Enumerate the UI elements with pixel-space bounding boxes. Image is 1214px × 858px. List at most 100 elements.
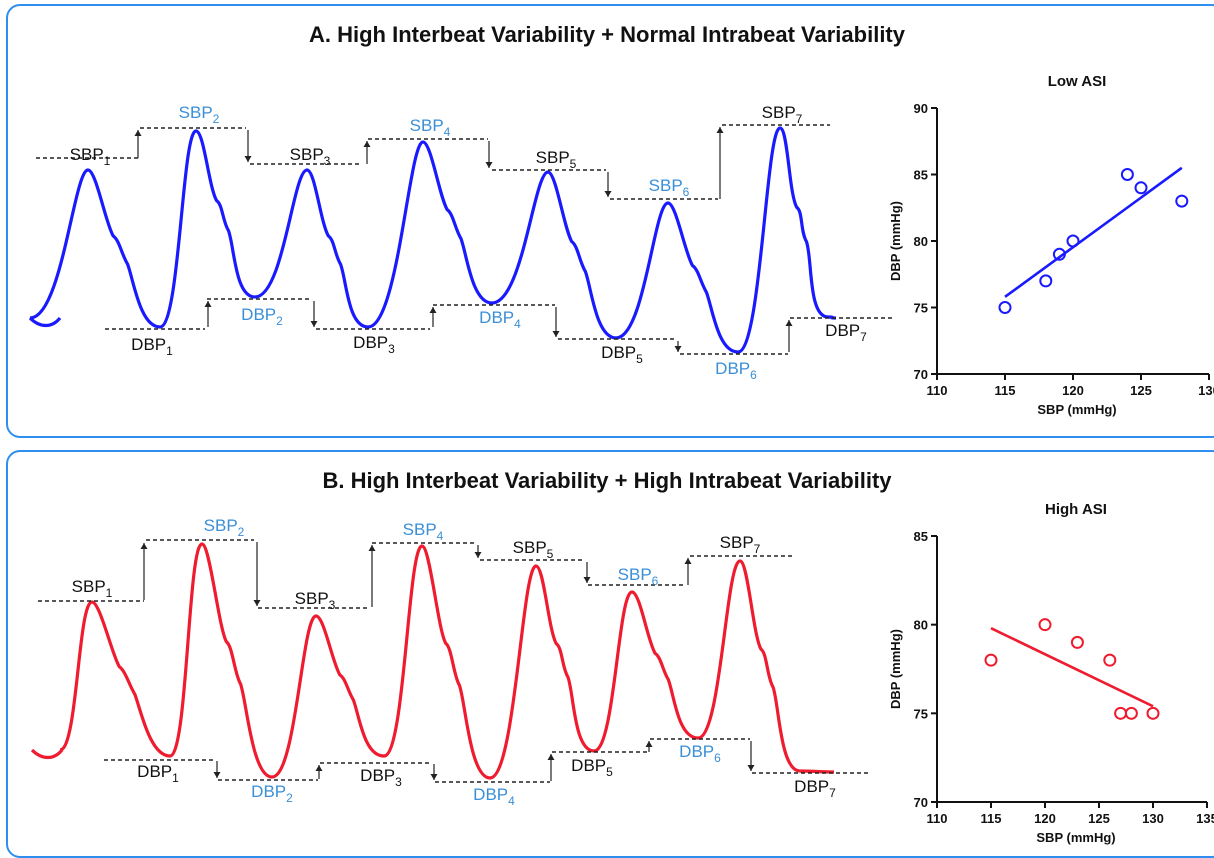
scatter-a-point-3 [1052, 247, 1066, 261]
scatter-b-title: High ASI [1045, 501, 1107, 518]
sbp-label-a-4: SBP4 [410, 116, 451, 139]
dbp-label-b-2: DBP2 [251, 782, 293, 805]
arrow-a-s2-head [244, 156, 252, 162]
arrow-b-s2-head [253, 600, 261, 606]
scatter-a-title: Low ASI [1048, 73, 1107, 90]
sbp-label-a-7: SBP7 [762, 103, 803, 126]
sbp-label-b-5: SBP5 [513, 538, 554, 561]
sbp-label-a-5: SBP5 [536, 148, 577, 171]
scatter-b-xtick-label: 120 [1034, 811, 1056, 826]
scatter-b-point-4 [1103, 653, 1117, 667]
scatter-b-ytick-label: 75 [914, 706, 928, 721]
dbp-label-a-5: DBP5 [601, 343, 643, 366]
sbp-label-b-7: SBP7 [720, 533, 761, 556]
arrow-b-d1-head [213, 772, 221, 778]
scatter-b-point-3 [1070, 635, 1084, 649]
dbp-label-b-7: DBP7 [794, 777, 836, 800]
arrow-b-d4-head [547, 754, 555, 760]
sbp-label-b-1: SBP1 [72, 577, 113, 600]
sbp-label-a-1: SBP1 [70, 145, 111, 168]
arrow-a-d2-head [310, 321, 318, 327]
scatter-a-ytick-label: 90 [914, 101, 928, 116]
scatter-b-ytick-label: 80 [914, 618, 928, 633]
scatter-b-point-7 [1146, 706, 1160, 720]
arrow-a-d3-head [429, 307, 437, 313]
scatter-b-xtick-label: 110 [927, 811, 948, 826]
scatter-b-xtick-label: 125 [1088, 811, 1110, 826]
dbp-label-a-2: DBP2 [241, 305, 283, 328]
scatter-a-xtick-label: 125 [1130, 383, 1152, 398]
sbp-label-b-4: SBP4 [403, 520, 444, 543]
sbp-label-a-6: SBP6 [649, 176, 690, 199]
scatter-b-point-6 [1124, 706, 1138, 720]
dbp-label-b-6: DBP6 [679, 742, 721, 765]
sbp-label-b-3: SBP3 [295, 589, 336, 612]
scatter-a-xtick-label: 130 [1198, 383, 1214, 398]
scatter-a-point-2 [1039, 274, 1053, 288]
sbp-label-a-3: SBP3 [290, 145, 331, 168]
scatter-b-point-2 [1038, 618, 1052, 632]
arrow-b-s4-head [474, 552, 482, 558]
scatter-a-point-1 [998, 301, 1012, 314]
scatter-b-xtick-label: 135 [1196, 811, 1214, 826]
dbp-label-a-4: DBP4 [479, 308, 521, 331]
scatter-a-xtick-label: 115 [995, 383, 1016, 398]
scatter-b-point-5 [1114, 706, 1128, 720]
sbp-label-b-6: SBP6 [618, 565, 659, 588]
scatter-b-xlabel: SBP (mmHg) [1036, 830, 1115, 845]
dbp-label-b-4: DBP4 [473, 785, 515, 808]
scatter-a-xtick-label: 120 [1062, 383, 1084, 398]
arrow-b-d5-head [645, 741, 653, 747]
arrow-b-d2-head [315, 765, 323, 771]
sbp-label-b-2: SBP2 [204, 516, 245, 539]
waveform-b-start [30, 748, 64, 760]
dbp-label-b-1: DBP1 [137, 762, 179, 785]
waveform-a [29, 126, 837, 354]
arrow-b-s1-head [140, 543, 148, 549]
scatter-b-ylabel: DBP (mmHg) [888, 629, 903, 709]
panel-a-title: A. High Interbeat Variability + Normal I… [308, 22, 905, 47]
arrow-a-s6-head [716, 127, 724, 133]
sbp-label-a-2: SBP2 [179, 103, 220, 126]
scatter-b-ytick-label: 70 [914, 795, 928, 810]
scatter-a-point-5 [1120, 168, 1134, 181]
scatter-b-point-1 [984, 653, 998, 667]
scatter-a-ytick-label: 85 [914, 168, 928, 183]
arrow-a-s5-head [604, 191, 612, 197]
dbp-label-a-3: DBP3 [353, 333, 395, 356]
scatter-b-xtick-label: 115 [981, 811, 1002, 826]
scatter-a-point-7 [1175, 194, 1189, 208]
scatter-b-fit-line [990, 627, 1154, 708]
arrow-b-d3-head [430, 774, 438, 780]
dbp-label-b-3: DBP3 [360, 766, 402, 789]
waveform-a-start [28, 316, 62, 328]
arrow-a-d1-head [204, 301, 212, 307]
waveform-b [59, 542, 835, 780]
arrow-b-s6-head [684, 558, 692, 564]
arrow-b-s3-head [368, 545, 376, 551]
dbp-label-a-1: DBP1 [131, 335, 173, 358]
scatter-a-ytick-label: 70 [914, 367, 928, 382]
scatter-a-ytick-label: 80 [914, 234, 928, 249]
arrow-a-d6-head [785, 320, 793, 326]
scatter-b-xtick-label: 130 [1142, 811, 1164, 826]
arrow-a-s1-head [134, 130, 142, 136]
dbp-label-a-7: DBP7 [825, 321, 867, 344]
scatter-a-fit-line [1004, 166, 1183, 298]
arrow-a-s4-head [485, 162, 493, 168]
scatter-a-xlabel: SBP (mmHg) [1037, 402, 1116, 417]
scatter-a-ylabel: DBP (mmHg) [888, 201, 903, 281]
arrow-a-s3-head [363, 141, 371, 147]
arrow-b-d6-head [747, 765, 755, 771]
scatter-b-ytick-label: 85 [914, 529, 928, 544]
scatter-a-point-6 [1134, 181, 1148, 195]
scatter-a-point-4 [1066, 234, 1080, 248]
arrow-a-d5-head [674, 346, 682, 352]
scatter-a-ytick-label: 75 [914, 301, 928, 316]
arrow-b-s5-head [583, 577, 591, 583]
panel-a [6, 4, 1214, 438]
dbp-label-b-5: DBP5 [571, 756, 613, 779]
dbp-label-a-6: DBP6 [715, 359, 757, 382]
arrow-a-d4-head [552, 331, 560, 337]
